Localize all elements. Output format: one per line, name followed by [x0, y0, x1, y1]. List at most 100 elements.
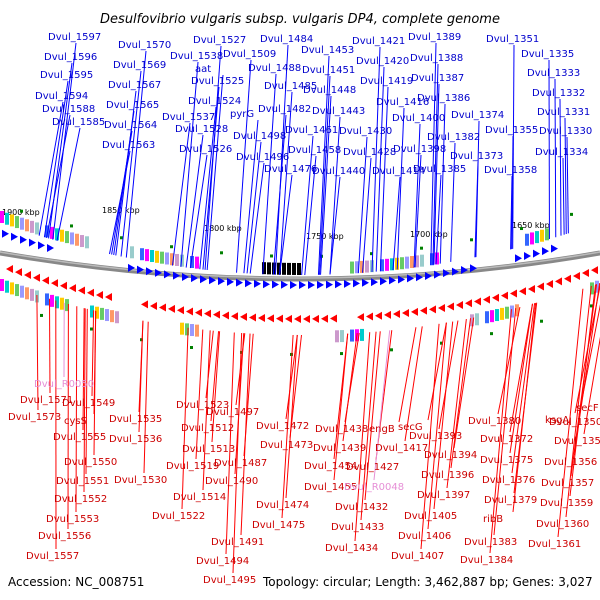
gene-label[interactable]: Dvul_1451 [302, 65, 355, 76]
gene-label[interactable]: Dvul_1414 [372, 166, 425, 177]
gene-label[interactable]: pyrG [230, 109, 254, 120]
gene-label[interactable]: secG [398, 422, 423, 433]
gene-label[interactable]: Dvul_1432 [335, 502, 388, 513]
gene-label[interactable]: Dvul_1400 [392, 113, 445, 124]
gene-label[interactable]: Dvul_1550 [64, 457, 117, 468]
gene-label[interactable]: ribB [483, 514, 503, 525]
gene-label[interactable]: Dvul_1595 [40, 70, 93, 81]
gene-label[interactable]: Dvul_1335 [521, 49, 574, 60]
gene-label[interactable]: Dvul_1491 [211, 537, 264, 548]
gene-label[interactable]: Dvul_1428 [343, 147, 396, 158]
gene-label[interactable]: Dvul_1474 [256, 500, 309, 511]
gene-label[interactable]: Dvul_1384 [460, 555, 513, 566]
gene-label[interactable]: Dvul_1361 [528, 539, 581, 550]
gene-label[interactable]: Dvul_1594 [35, 91, 88, 102]
gene-label[interactable]: Dvul_1440 [312, 166, 365, 177]
gene-label[interactable]: Dvul_1564 [104, 120, 157, 131]
gene-label[interactable]: Dvul_1509 [223, 49, 276, 60]
gene-label[interactable]: Dvul_1351 [486, 34, 539, 45]
gene-label[interactable]: Dvul_1597 [48, 32, 101, 43]
gene-label[interactable]: Dvul_1555 [53, 432, 106, 443]
gene-label[interactable]: Dvul_1461 [285, 125, 338, 136]
gene-label[interactable]: Dvul_1487 [214, 458, 267, 469]
gene-label[interactable]: Dvul_1405 [404, 511, 457, 522]
gene-label[interactable]: Dvul_1373 [450, 151, 503, 162]
gene-label[interactable]: Dvul_1334 [535, 147, 588, 158]
gene-label[interactable]: Dvul_1453 [301, 45, 354, 56]
gene-label[interactable]: Dvul_1512 [181, 423, 234, 434]
gene-label[interactable]: Dvul_1571 [20, 395, 73, 406]
gene-label[interactable]: Dvul_1434 [325, 543, 378, 554]
gene-label[interactable]: aat [195, 64, 211, 75]
gene-label[interactable]: Dvul_1527 [193, 35, 246, 46]
gene-label[interactable]: Dvul_1473 [260, 440, 313, 451]
gene-label[interactable]: Dvul_1552 [54, 494, 107, 505]
gene-label[interactable]: Dvul_1430 [339, 126, 392, 137]
gene-label[interactable]: Dvul_1387 [411, 73, 464, 84]
gene-label[interactable]: Dvul_1355 [485, 125, 538, 136]
gene-label[interactable]: Dvul_1332 [532, 88, 585, 99]
gene-label[interactable]: Dvul_1376 [482, 475, 535, 486]
gene-label[interactable]: Dvul_1475 [252, 520, 305, 531]
gene-label[interactable]: Dvul_1565 [106, 100, 159, 111]
gene-label[interactable]: Dvul_1372 [480, 434, 533, 445]
gene-label[interactable]: engB [369, 424, 395, 435]
gene-label[interactable]: Dvul_1443 [312, 106, 365, 117]
gene-label[interactable]: Dvul_1482 [258, 104, 311, 115]
gene-label[interactable]: Dvul_1397 [417, 490, 470, 501]
gene-label[interactable]: Dvul_1496 [236, 152, 289, 163]
gene-label[interactable]: Dvul_1396 [421, 470, 474, 481]
gene-label[interactable]: Dvul_1537 [162, 112, 215, 123]
gene-label[interactable]: Dvul_1556 [38, 531, 91, 542]
gene-label[interactable]: Dvul_1455 [304, 482, 357, 493]
gene-label[interactable]: Dvul_1356 [544, 457, 597, 468]
gene-label[interactable]: Dvul_1439 [313, 443, 366, 454]
gene-label[interactable]: Dvul_1389 [408, 32, 461, 43]
gene-label[interactable]: Dvul_1421 [352, 36, 405, 47]
gene-label[interactable]: Dvul_1374 [451, 110, 504, 121]
gene-label[interactable]: Dvul_1386 [417, 93, 470, 104]
gene-label[interactable]: Dvul_1525 [191, 76, 244, 87]
gene-label[interactable]: Dvul_1585 [52, 117, 105, 128]
gene-label[interactable]: Dvul_1530 [114, 475, 167, 486]
gene-label[interactable]: Dvul_1573 [8, 412, 61, 423]
gene-label[interactable]: Dvul_1438 [315, 424, 368, 435]
gene-label[interactable]: Dvul_1549 [62, 398, 115, 409]
gene-label[interactable]: Dvul_1494 [196, 556, 249, 567]
gene-label[interactable]: Dvul_1375 [480, 455, 533, 466]
gene-label[interactable]: Dvul_1416 [376, 97, 429, 108]
gene-label[interactable]: Dvul_1524 [188, 96, 241, 107]
gene-label[interactable]: Dvul_R0050 [34, 379, 94, 390]
gene-label[interactable]: Dvul_1359 [540, 498, 593, 509]
gene-label[interactable]: Dvul_1331 [537, 107, 590, 118]
gene-label[interactable]: Dvul_1484 [260, 34, 313, 45]
gene-label[interactable]: Dvul_1360 [536, 519, 589, 530]
gene-label[interactable]: Dvul_1526 [179, 144, 232, 155]
gene-label[interactable]: Dvul_1354 [554, 436, 600, 447]
gene-label[interactable]: Dvul_1417 [375, 443, 428, 454]
gene-label[interactable]: Dvul_1458 [288, 145, 341, 156]
gene-label[interactable]: Dvul_1398 [393, 144, 446, 155]
gene-label[interactable]: Dvul_1393 [409, 431, 462, 442]
gene-label[interactable]: Dvul_1538 [170, 51, 223, 62]
gene-label[interactable]: Dvul_1513 [182, 444, 235, 455]
gene-label[interactable]: Dvul_R0048 [344, 482, 404, 493]
gene-label[interactable]: Dvul_1553 [46, 514, 99, 525]
gene-label[interactable]: Dvul_1495 [203, 575, 256, 586]
gene-label[interactable]: Dvul_1357 [541, 478, 594, 489]
gene-label[interactable]: Dvul_1536 [109, 434, 162, 445]
gene-label[interactable]: Dvul_1569 [113, 60, 166, 71]
gene-label[interactable]: Dvul_1497 [206, 407, 259, 418]
gene-label[interactable]: Dvul_1407 [391, 551, 444, 562]
gene-label[interactable]: Dvul_1596 [44, 52, 97, 63]
gene-label[interactable]: Dvul_1419 [360, 76, 413, 87]
gene-label[interactable]: Dvul_1588 [42, 104, 95, 115]
gene-label[interactable]: Dvul_1519 [166, 461, 219, 472]
gene-label[interactable]: Dvul_1535 [109, 414, 162, 425]
gene-label[interactable]: ksgA [545, 415, 569, 426]
gene-label[interactable]: Dvul_1490 [205, 476, 258, 487]
gene-label[interactable]: cysS [64, 416, 87, 427]
gene-label[interactable]: Dvul_1433 [331, 522, 384, 533]
gene-label[interactable]: Dvul_1350 [549, 417, 600, 428]
gene-label[interactable]: Dvul_1388 [410, 53, 463, 64]
